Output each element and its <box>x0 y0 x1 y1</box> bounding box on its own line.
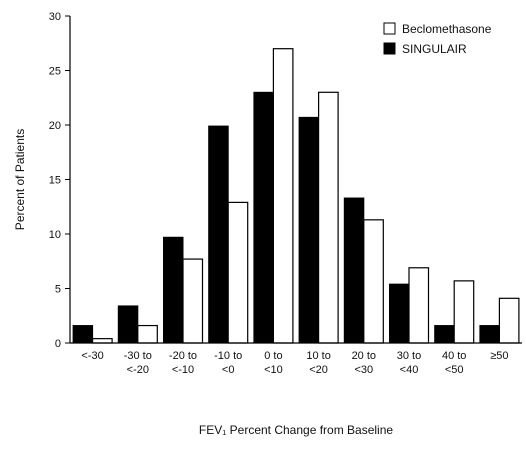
legend-swatch <box>383 22 396 35</box>
bar-beclomethasone <box>498 297 520 344</box>
y-tick-label: 25 <box>49 66 61 78</box>
bar-beclomethasone <box>91 338 113 344</box>
legend-swatch <box>383 42 396 55</box>
y-tick-label: 30 <box>49 11 61 23</box>
bar-beclomethasone <box>272 48 294 344</box>
bar-singulair <box>163 236 184 344</box>
x-tick-label: 30 to <40 <box>397 350 421 376</box>
y-tick-label: 0 <box>55 338 61 350</box>
x-tick-label: 10 to <20 <box>306 350 330 376</box>
bar-beclomethasone <box>318 91 339 344</box>
x-tick-label: -30 to <-20 <box>124 350 152 376</box>
x-tick-label: 0 to <10 <box>264 350 283 376</box>
x-tick-label: -10 to <0 <box>214 350 242 376</box>
x-tick-label: -20 to <-10 <box>169 350 197 376</box>
x-ticks-layer: <-30 -30 to <-20 -20 to <-10 -10 to <0 0 to <10 1… <box>81 350 508 376</box>
bar-singulair <box>434 325 455 344</box>
x-tick-label: 40 to <50 <box>442 350 466 376</box>
y-tick-label: 5 <box>55 284 61 296</box>
bar-beclomethasone <box>363 219 384 344</box>
legend-label: SINGULAIR <box>402 42 467 56</box>
x-tick-label: ≥50 <box>490 350 508 362</box>
y-tick-label: 20 <box>49 120 61 132</box>
bar-singulair <box>479 325 500 344</box>
y-tick-label: 15 <box>49 175 61 187</box>
bar-singulair <box>208 125 229 344</box>
bar-beclomethasone <box>408 267 430 344</box>
bar-singulair <box>298 116 320 344</box>
bars-layer <box>72 48 520 344</box>
y-axis-label: Percent of Patients <box>13 129 27 230</box>
x-axis-label: FEV₁ Percent Change from Baseline <box>199 423 393 437</box>
bar-beclomethasone <box>453 280 475 344</box>
bar-singulair <box>253 91 274 344</box>
y-ticks-layer: 0 5 10 15 20 25 30 <box>49 11 70 350</box>
legend-label: Beclomethasone <box>402 22 492 36</box>
bar-singulair <box>117 305 139 344</box>
bar-beclomethasone <box>227 201 249 344</box>
bar-singulair <box>343 197 365 344</box>
bar-singulair <box>389 283 410 344</box>
bar-beclomethasone <box>182 258 204 344</box>
x-tick-label: <-30 <box>81 350 103 362</box>
bar-singulair <box>72 325 94 344</box>
legend: Beclomethasone SINGULAIR <box>383 22 492 56</box>
bar-beclomethasone <box>137 324 158 344</box>
y-tick-label: 10 <box>49 229 61 241</box>
x-tick-label: 20 to <30 <box>352 350 376 376</box>
